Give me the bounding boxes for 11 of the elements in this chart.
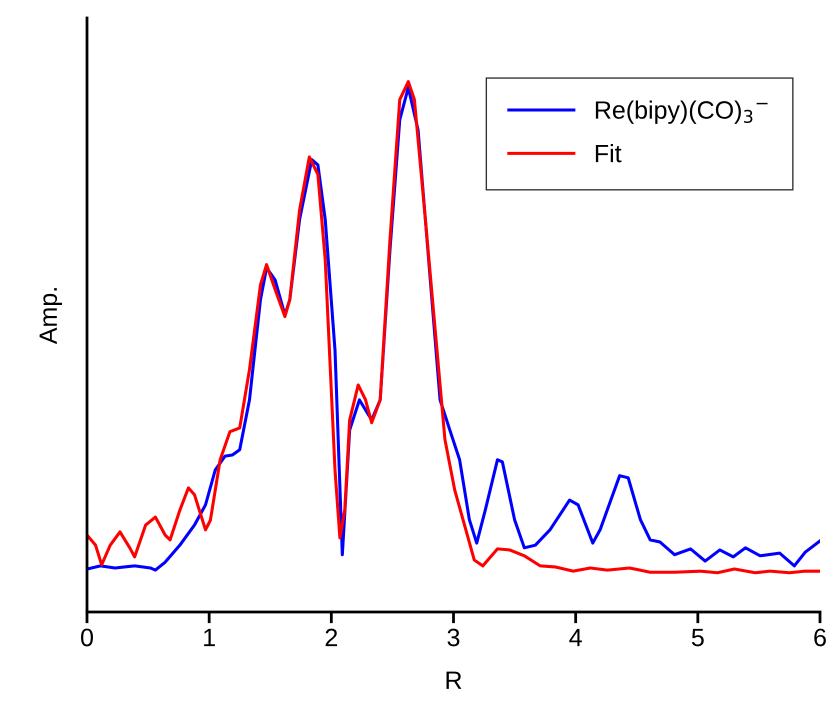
legend-label: Fit xyxy=(596,144,622,162)
x-tick-label: 5 xyxy=(692,628,704,646)
x-tick-label: 3 xyxy=(448,628,460,646)
legend-label: Re(bipy)(CO)$_{3}$$^{−}$ xyxy=(596,100,768,124)
x-tick-label: 4 xyxy=(569,628,582,646)
x-tick-label: 1 xyxy=(204,628,215,646)
x-axis-title: R xyxy=(446,672,462,689)
x-tick-label: 6 xyxy=(814,628,826,646)
y-axis-title: Amp. xyxy=(40,288,62,344)
x-tick-label: 0 xyxy=(81,628,93,646)
x-tick-label: 2 xyxy=(326,628,338,646)
